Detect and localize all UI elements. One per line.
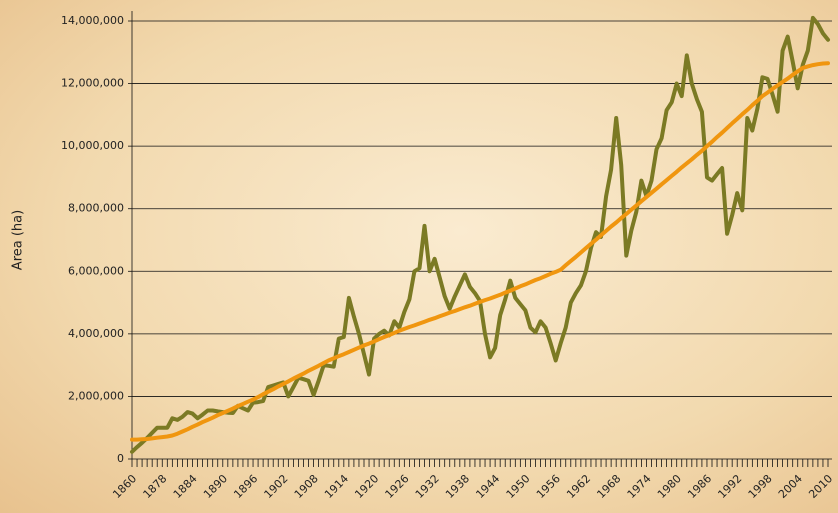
x-tick-label: 2010: [806, 472, 835, 501]
x-tick-label: 1980: [655, 472, 684, 501]
x-tick-label: 1908: [292, 472, 321, 501]
x-tick-label: 1950: [504, 472, 533, 501]
x-tick-label: 1932: [413, 472, 442, 501]
x-tick-label: 1914: [322, 472, 351, 501]
x-tick-label: 1944: [473, 472, 502, 501]
data-line: [130, 15, 830, 454]
x-tick-label: 1878: [141, 472, 170, 501]
x-tick-label: 2004: [776, 472, 805, 501]
y-axis-label: Area (ha): [11, 210, 26, 270]
x-tick-label: 1968: [594, 472, 623, 501]
x-tick-label: 1974: [625, 472, 654, 501]
x-tick-label: 1860: [110, 472, 139, 501]
x-tick-label: 1956: [534, 472, 563, 501]
x-tick-label: 1926: [383, 472, 412, 501]
y-tick-label: 12,000,000: [61, 77, 124, 90]
x-tick-label: 1938: [443, 472, 472, 501]
y-tick-label: 4,000,000: [68, 327, 124, 340]
data-line: [130, 61, 830, 442]
y-tick-label: 0: [117, 452, 124, 465]
y-tick-label: 10,000,000: [61, 139, 124, 152]
y-tick-label: 6,000,000: [68, 264, 124, 277]
x-tick-label: 1992: [715, 472, 744, 501]
y-tick-label: 2,000,000: [68, 389, 124, 402]
x-tick-label: 1884: [171, 472, 200, 501]
x-tick-label: 1902: [262, 472, 291, 501]
x-tick-label: 1920: [352, 472, 381, 501]
x-tick-label: 1986: [685, 472, 714, 501]
y-tick-label: 14,000,000: [61, 14, 124, 27]
y-tick-label: 8,000,000: [68, 202, 124, 215]
x-tick-label: 1998: [746, 472, 775, 501]
x-tick-label: 1896: [231, 472, 260, 501]
x-tick-label: 1890: [201, 472, 230, 501]
x-tick-label: 1962: [564, 472, 593, 501]
